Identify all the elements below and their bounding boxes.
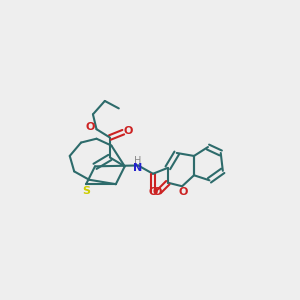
- Text: H: H: [134, 156, 142, 166]
- Text: S: S: [82, 186, 90, 196]
- Text: O: O: [124, 126, 133, 136]
- Text: N: N: [134, 163, 143, 173]
- Text: O: O: [153, 187, 162, 196]
- Text: O: O: [86, 122, 95, 132]
- Text: O: O: [149, 187, 158, 196]
- Text: O: O: [178, 187, 188, 196]
